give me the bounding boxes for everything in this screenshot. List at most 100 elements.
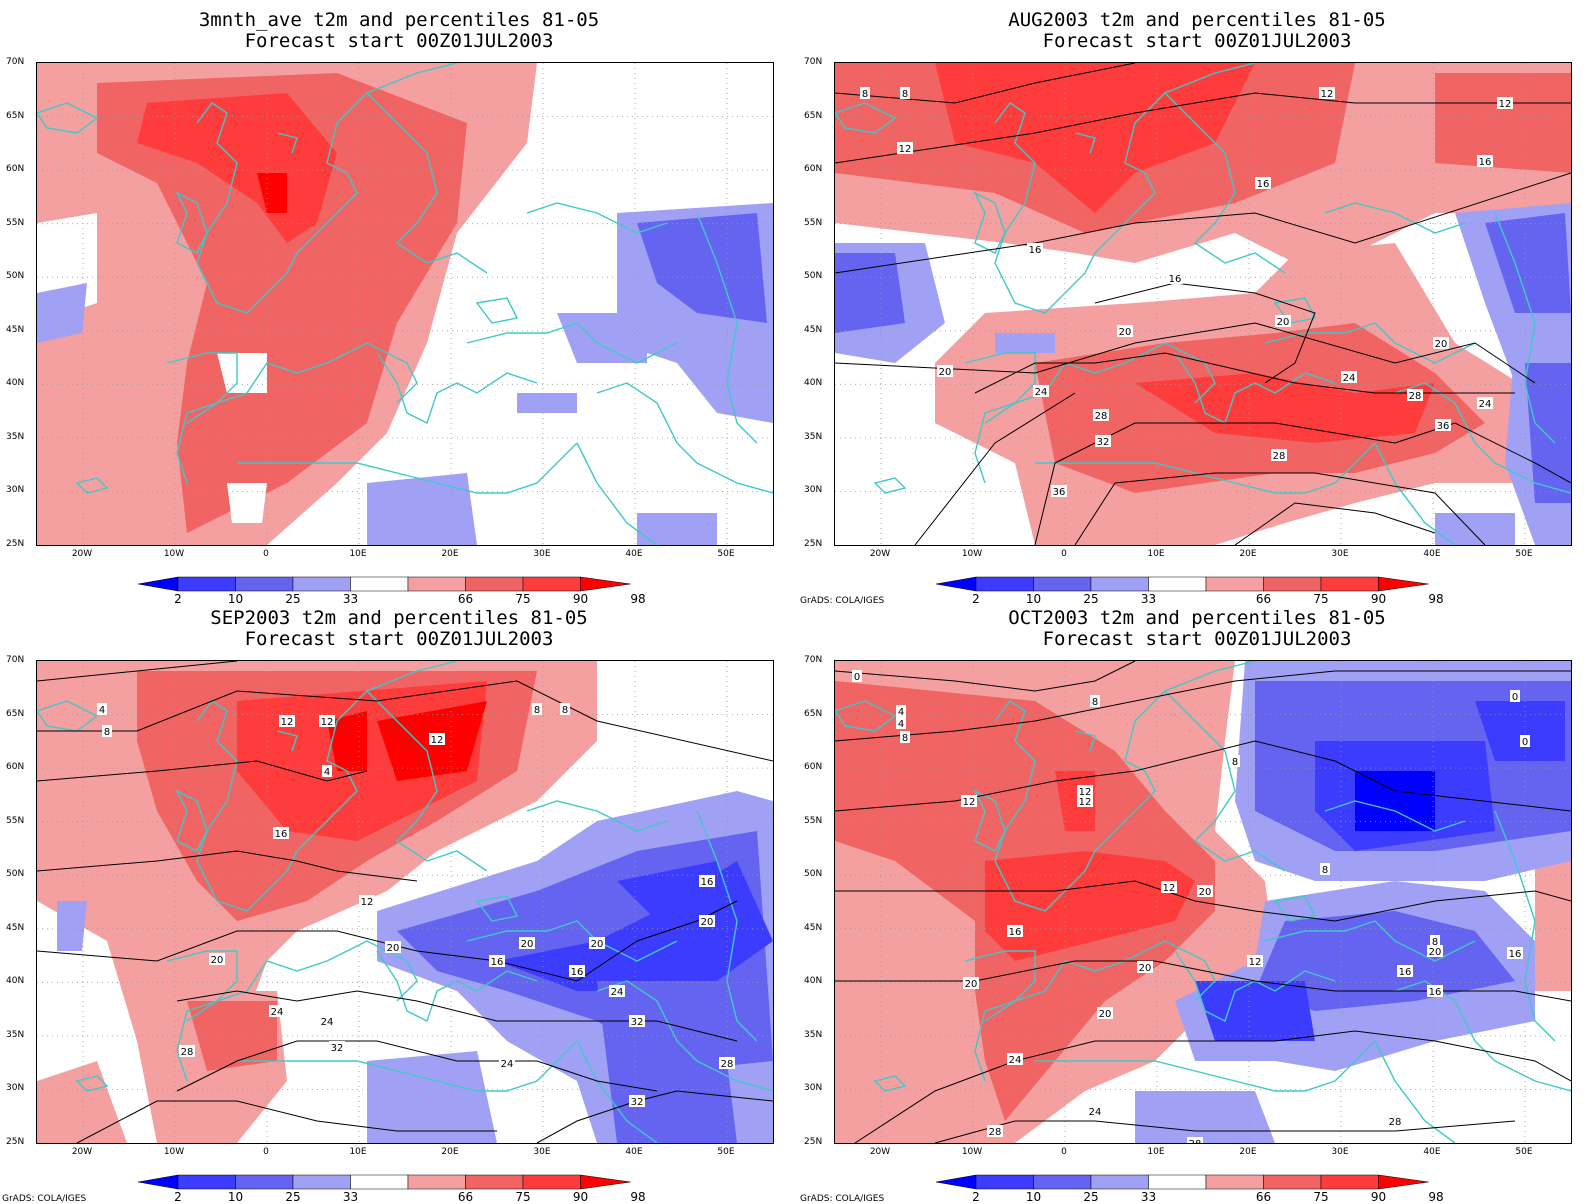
contour-label-text: 16 bbox=[701, 877, 714, 888]
contour-line bbox=[37, 680, 773, 762]
contour-label-text: 8 bbox=[1092, 697, 1098, 708]
contour-label-bg bbox=[852, 670, 862, 682]
colorbar-segment bbox=[1148, 576, 1207, 592]
contour-label: 20 bbox=[699, 915, 715, 928]
percentile-region bbox=[327, 711, 367, 771]
lat-tick: 60N bbox=[6, 762, 25, 773]
contour-label: 4 bbox=[322, 765, 332, 778]
percentile-region bbox=[995, 333, 1055, 353]
lat-tick: 40N bbox=[6, 976, 25, 987]
contour-label-text: 20 bbox=[1099, 1009, 1112, 1020]
contour-label-text: 16 bbox=[571, 967, 584, 978]
lon-tick: 50E bbox=[1515, 1147, 1533, 1157]
colorbar-label: 10 bbox=[227, 1190, 244, 1204]
contour-label-bg bbox=[699, 915, 715, 927]
contour-label-text: 8 bbox=[562, 705, 568, 716]
contour-label-text: 12 bbox=[431, 735, 444, 746]
colorbar-arrow-left bbox=[936, 1174, 977, 1190]
contour-label-text: 28 bbox=[1389, 1117, 1402, 1128]
contour-label-text: 32 bbox=[1097, 437, 1110, 448]
lon-tick: 30E bbox=[533, 549, 551, 559]
coastline bbox=[366, 92, 488, 274]
coastline bbox=[1074, 132, 1096, 154]
percentile-region bbox=[367, 1051, 497, 1143]
panel-title-line1: OCT2003 t2m and percentiles 81-05 bbox=[1008, 607, 1386, 629]
colorbar-segment bbox=[1205, 1174, 1264, 1190]
coastline bbox=[376, 352, 538, 424]
coastline bbox=[1374, 1040, 1456, 1143]
colorbar-arrow-right bbox=[1378, 576, 1429, 592]
colorbar-segment bbox=[177, 576, 236, 592]
lon-tick: 20W bbox=[71, 549, 93, 559]
contour-label-text: 20 bbox=[1119, 327, 1132, 338]
colorbar-segment bbox=[1033, 1174, 1092, 1190]
percentile-region bbox=[227, 483, 267, 523]
contour-label: 32 bbox=[629, 1015, 645, 1028]
credit: GrADS: COLA/IGES bbox=[800, 596, 885, 606]
coastline bbox=[1174, 352, 1336, 424]
percentile-region bbox=[37, 283, 87, 343]
panel-title-line1: SEP2003 t2m and percentiles 81-05 bbox=[210, 607, 588, 629]
contour-label-bg bbox=[629, 1015, 645, 1027]
colorbar-segment bbox=[1263, 1174, 1322, 1190]
contour-label-text: 8 bbox=[534, 705, 540, 716]
contour-label-bg bbox=[1027, 243, 1043, 255]
percentile-field: 0004488888121212121216161616202020202024… bbox=[835, 661, 1571, 1143]
contour-label-text: 4 bbox=[898, 719, 904, 730]
contour-line bbox=[1094, 282, 1316, 384]
coastline bbox=[37, 102, 99, 134]
contour-label-bg bbox=[329, 1041, 345, 1053]
colorbar-label: 25 bbox=[285, 1190, 301, 1204]
percentile-region bbox=[637, 213, 767, 323]
contour-label-bg bbox=[532, 703, 542, 715]
contour-label-text: 20 bbox=[1139, 963, 1152, 974]
lon-tick: 30E bbox=[533, 1147, 551, 1157]
contour-label-bg bbox=[1507, 947, 1523, 959]
contour-label-text: 28 bbox=[1095, 411, 1108, 422]
panel-title-line1: 3mnth_ave t2m and percentiles 81-05 bbox=[198, 9, 600, 31]
coastline bbox=[175, 191, 208, 254]
contour-label-bg bbox=[1427, 945, 1443, 957]
contour-label: 12 bbox=[1497, 97, 1513, 110]
contour-label-bg bbox=[102, 725, 112, 737]
contour-label: 20 bbox=[1275, 315, 1291, 328]
colorbar-label: 75 bbox=[1313, 1190, 1329, 1204]
contour-label-bg bbox=[269, 1005, 285, 1017]
contour-label: 12 bbox=[359, 895, 375, 908]
lat-tick: 55N bbox=[804, 217, 823, 228]
contour-label: 16 bbox=[1397, 965, 1413, 978]
lon-tick: 20W bbox=[869, 1147, 891, 1157]
colorbar bbox=[138, 1174, 631, 1190]
coastline bbox=[276, 132, 298, 154]
colorbar-label: 98 bbox=[1428, 1190, 1444, 1204]
contour-label: 24 bbox=[269, 1005, 285, 1018]
contour-label: 12 bbox=[1077, 785, 1093, 798]
colorbar-arrow-left bbox=[138, 576, 179, 592]
contour-label-text: 8 bbox=[902, 89, 908, 100]
colorbar-label: 66 bbox=[1255, 592, 1272, 606]
lat-tick: 30N bbox=[6, 1083, 25, 1094]
lat-tick: 60N bbox=[804, 164, 823, 175]
contour-label-bg bbox=[1033, 385, 1049, 397]
colorbar-segment bbox=[1033, 576, 1092, 592]
contour-label-text: 16 bbox=[1399, 967, 1412, 978]
contour-label-text: 0 bbox=[1512, 692, 1518, 703]
colorbar-label: 10 bbox=[1025, 1190, 1042, 1204]
contour-label-text: 16 bbox=[1429, 987, 1442, 998]
lon-tick: 10E bbox=[1147, 1147, 1165, 1157]
contour-label-text: 16 bbox=[1257, 179, 1270, 190]
contour-label-text: 20 bbox=[965, 979, 978, 990]
contour-label: 20 bbox=[1097, 1007, 1113, 1020]
percentile-region bbox=[1435, 73, 1571, 173]
contour-label-bg bbox=[937, 365, 953, 377]
contour-line bbox=[835, 172, 1571, 274]
contour-label-bg bbox=[273, 827, 289, 839]
colorbar-label: 90 bbox=[572, 592, 589, 606]
contour-label: 24 bbox=[1087, 1105, 1103, 1118]
contour-line bbox=[934, 1120, 1516, 1143]
lat-tick: 45N bbox=[804, 922, 823, 933]
colorbar-segment bbox=[1148, 1174, 1207, 1190]
lat-tick: 60N bbox=[804, 762, 823, 773]
lon-tick: 0 bbox=[263, 1147, 269, 1157]
contour-label-bg bbox=[629, 1095, 645, 1107]
